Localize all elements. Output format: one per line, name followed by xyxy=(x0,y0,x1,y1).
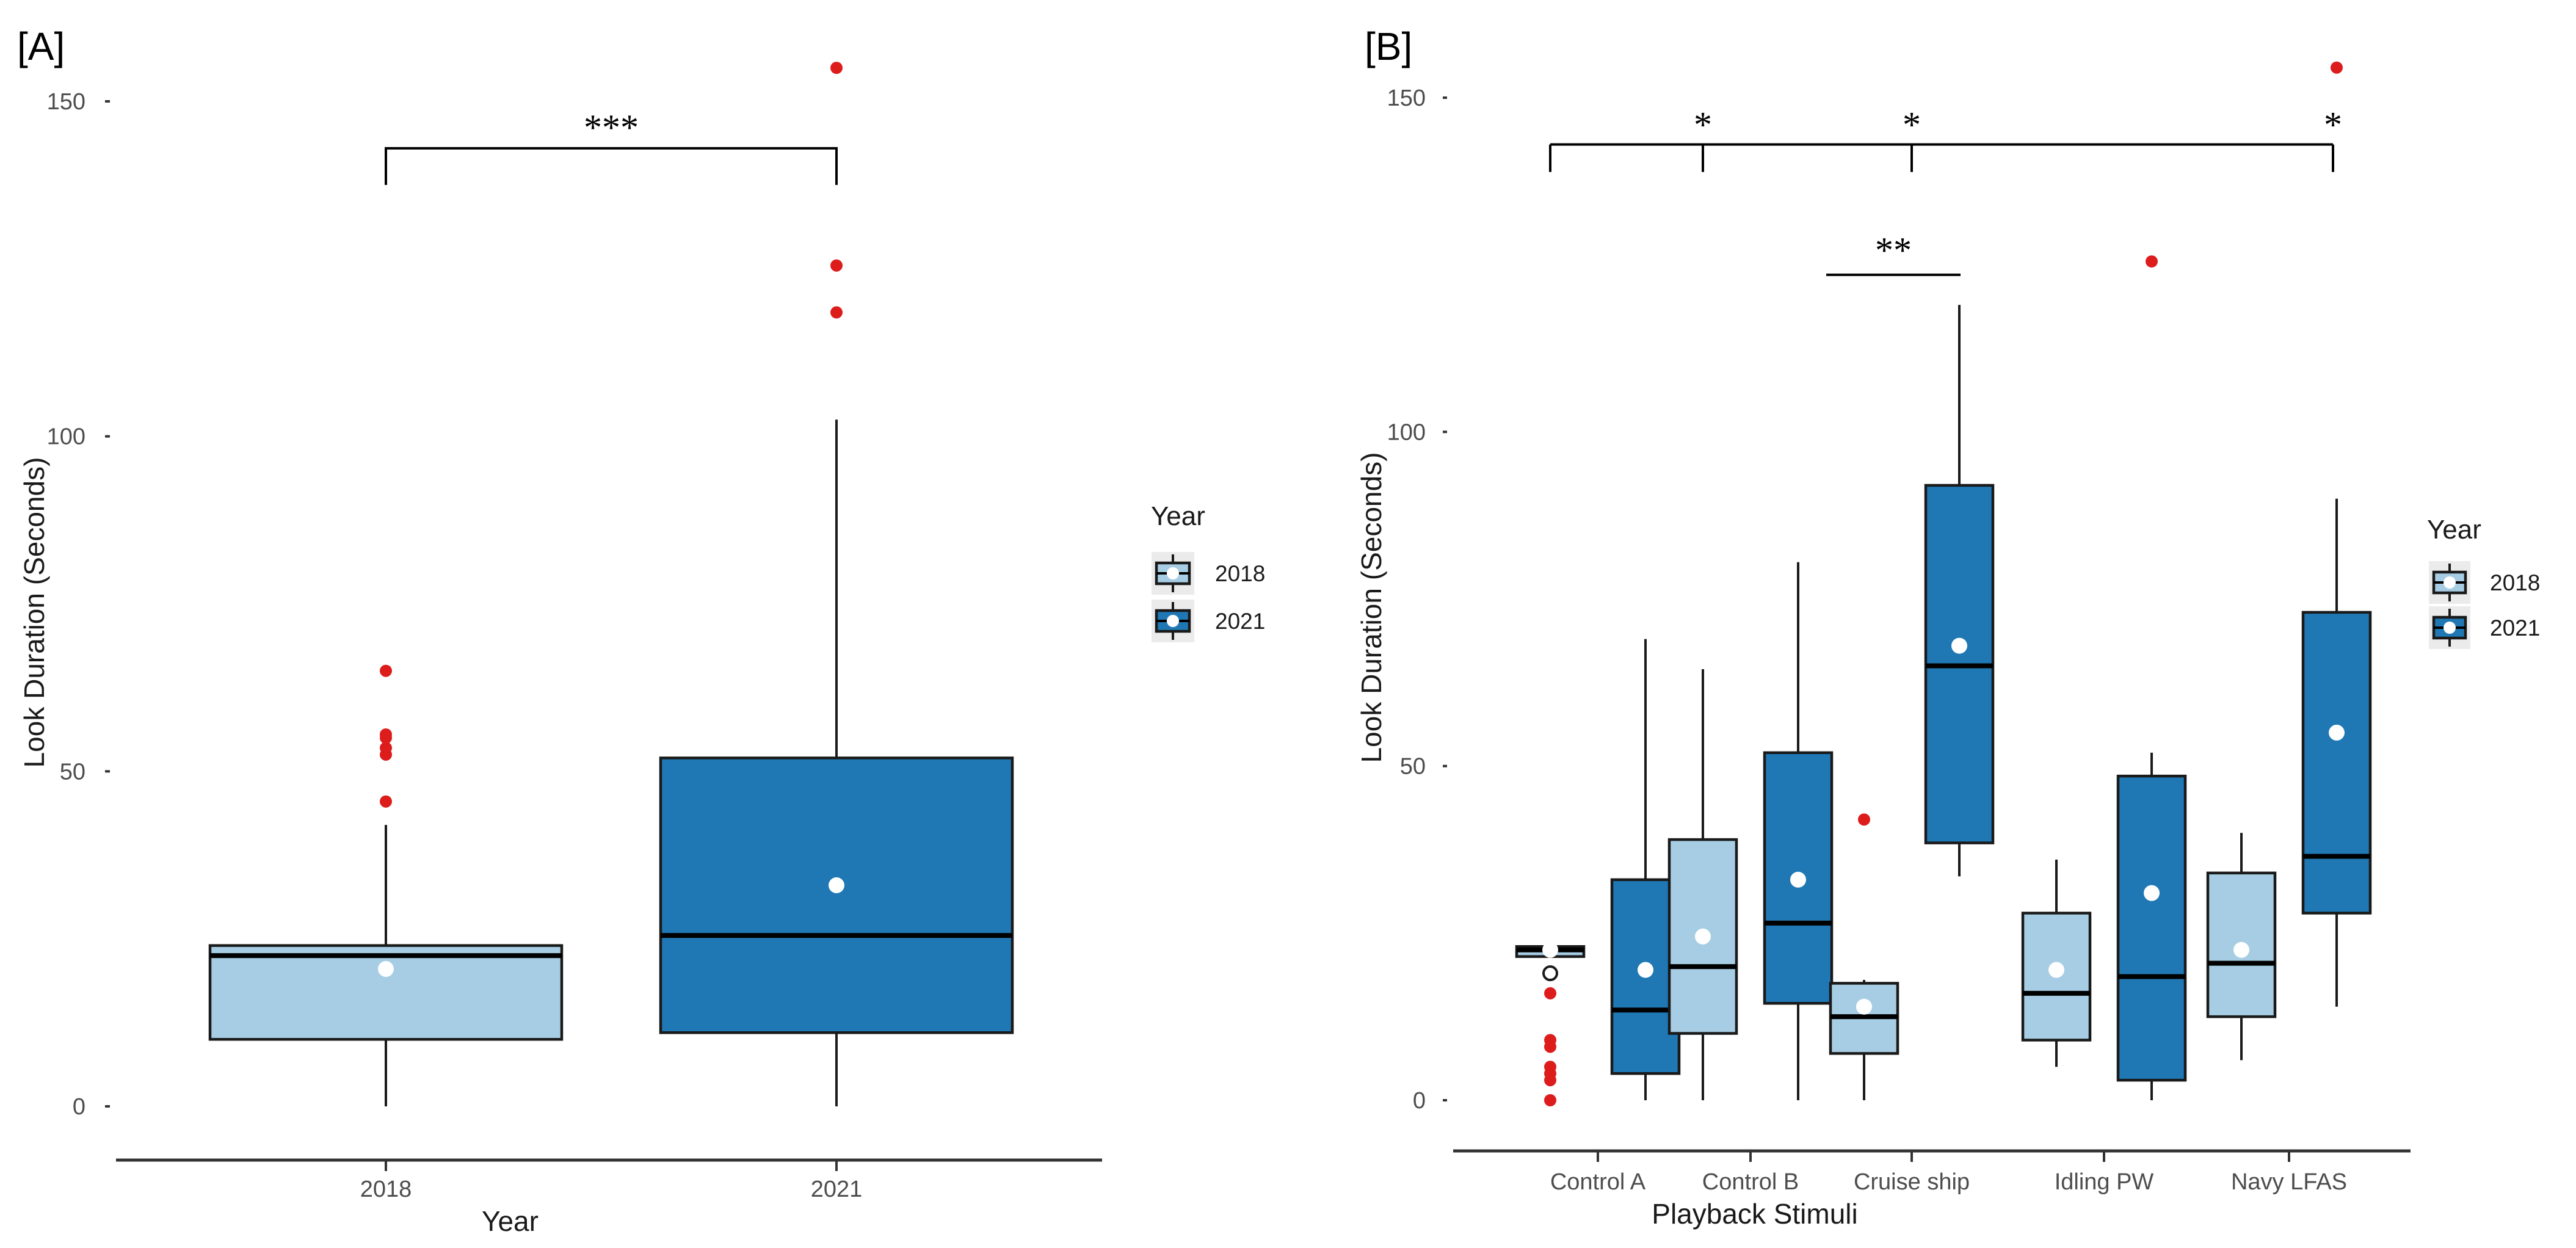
outlier-point xyxy=(830,259,843,272)
x-axis-title: Playback Stimuli xyxy=(1652,1198,1857,1230)
legend: Year 2018 2021 xyxy=(1151,501,1265,642)
y-tick-label: 0 xyxy=(1413,1088,1426,1114)
legend-label: 2021 xyxy=(1215,609,1265,634)
legend-label: 2021 xyxy=(2490,615,2540,640)
mean-point xyxy=(1951,637,1967,654)
x-tick-label: Control B xyxy=(1702,1169,1799,1195)
y-tick-label: 0 xyxy=(73,1094,85,1120)
y-tick-label: 50 xyxy=(60,759,85,785)
outlier-point xyxy=(2331,61,2343,74)
legend-label: 2018 xyxy=(2490,570,2540,595)
mean-point xyxy=(2048,962,2064,978)
legend-title: Year xyxy=(1151,501,1205,531)
y-axis-title: Look Duration (Seconds) xyxy=(18,457,50,768)
hollow-point xyxy=(1542,965,1558,982)
panel-a-chart: [A] 0 50 100 150 2018 2021 Year Look Duration (S… xyxy=(17,24,1265,1237)
legend-key-mean xyxy=(2444,576,2456,589)
x-tick-label: Control A xyxy=(1550,1169,1646,1195)
box-rect xyxy=(2116,774,2187,1082)
outlier-point xyxy=(380,795,392,808)
box-cruise-ship-2021 xyxy=(1924,305,1995,877)
significance-label: * xyxy=(1903,105,1921,145)
box-rect xyxy=(208,944,564,1041)
significance-label: ** xyxy=(1875,230,1912,270)
legend-key-2021 xyxy=(1152,600,1194,642)
panel-label: [B] xyxy=(1365,24,1412,68)
outlier-point xyxy=(1858,813,1870,826)
y-tick-label: 100 xyxy=(1387,419,1426,445)
box-control-a-2018 xyxy=(1515,941,1586,1106)
x-tick-label: Idling PW xyxy=(2055,1169,2154,1195)
mean-point xyxy=(2329,724,2345,741)
outlier-point xyxy=(1544,1094,1556,1106)
box-2021-2021 xyxy=(659,62,1014,1106)
legend-label: 2018 xyxy=(1215,561,1265,586)
legend-key-2018 xyxy=(1152,552,1194,595)
box-rect xyxy=(659,756,1014,1034)
panel-b-chart: [B] 0 50 100 150 Control A Control B Cruise shi… xyxy=(1355,24,2540,1230)
mean-point xyxy=(1695,928,1711,945)
x-tick-label: 2018 xyxy=(360,1177,412,1202)
legend-key-mean xyxy=(1167,567,1179,579)
box-2018-2018 xyxy=(208,664,564,1106)
legend-title: Year xyxy=(2427,515,2481,545)
significance-label: *** xyxy=(584,107,639,148)
outlier-point xyxy=(380,664,392,677)
box-control-b-2018 xyxy=(1667,669,1738,1100)
mean-point xyxy=(829,877,844,893)
legend-key-mean xyxy=(1167,615,1179,627)
mean-point xyxy=(378,961,394,978)
x-tick-label: Cruise ship xyxy=(1854,1169,1970,1195)
outlier-point xyxy=(1544,987,1556,999)
mean-point xyxy=(1856,998,1872,1015)
mean-point xyxy=(2233,941,2249,958)
outlier-point xyxy=(380,741,392,754)
panel-label: [A] xyxy=(17,24,65,68)
x-axis-title: Year xyxy=(482,1205,539,1237)
outlier-point xyxy=(830,62,843,74)
box-control-a-2021 xyxy=(1610,639,1681,1100)
legend: Year 2018 2021 xyxy=(2427,515,2540,649)
mean-point xyxy=(1638,962,1653,978)
significance-label: * xyxy=(1694,105,1712,145)
significance-bracket xyxy=(385,147,838,185)
box-idling-pw-2021 xyxy=(2116,255,2187,1100)
legend-key-2018 xyxy=(2429,561,2470,604)
outlier-point xyxy=(2146,255,2158,268)
box-navy-lfas-2018 xyxy=(2206,833,2277,1061)
outlier-point xyxy=(380,728,392,741)
x-tick-label: Navy LFAS xyxy=(2231,1169,2347,1195)
y-tick-label: 150 xyxy=(1387,85,1426,111)
box-control-b-2021 xyxy=(1763,562,1834,1100)
legend-key-2021 xyxy=(2429,606,2470,649)
mean-point xyxy=(1790,871,1806,888)
mean-point xyxy=(2144,885,2160,901)
legend-key-mean xyxy=(2444,622,2456,634)
outlier-point xyxy=(830,306,843,319)
outlier-point xyxy=(1544,1061,1556,1073)
y-tick-label: 150 xyxy=(47,89,85,115)
mean-point xyxy=(1542,941,1558,958)
box-navy-lfas-2021 xyxy=(2301,61,2372,1007)
y-axis-title: Look Duration (Seconds) xyxy=(1355,452,1387,763)
box-rect xyxy=(2301,611,2372,915)
y-tick-label: 50 xyxy=(1400,754,1426,780)
y-tick-label: 100 xyxy=(47,424,85,450)
significance-label: * xyxy=(2324,105,2342,145)
box-idling-pw-2018 xyxy=(2021,859,2092,1067)
box-cruise-ship-2018 xyxy=(1829,813,1899,1100)
x-tick-label: 2021 xyxy=(811,1177,863,1202)
outlier-point xyxy=(1544,1034,1556,1047)
